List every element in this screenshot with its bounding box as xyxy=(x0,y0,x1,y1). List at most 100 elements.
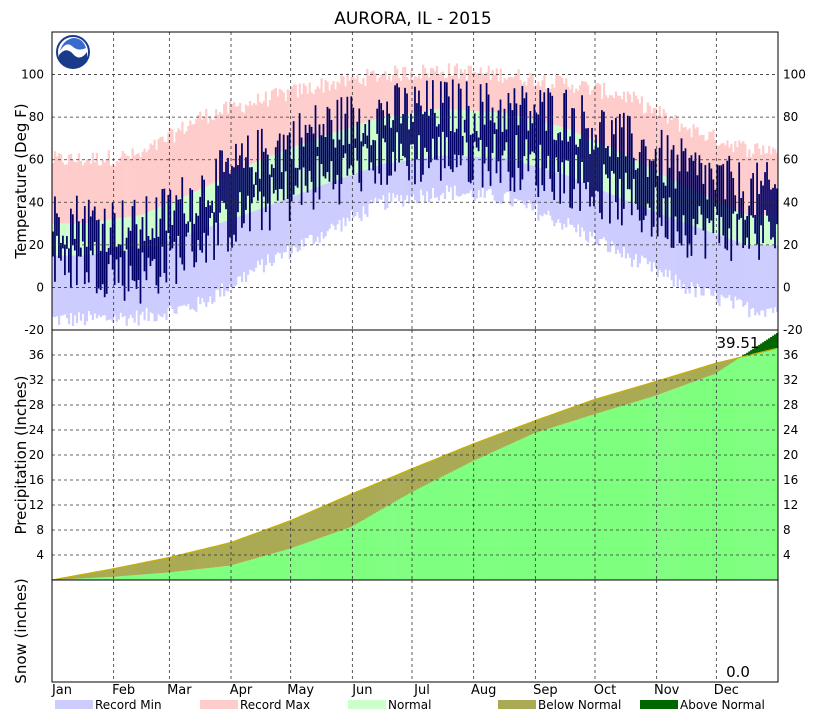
precipitation-tick-label: 28 xyxy=(29,398,44,412)
observed-temperature-bar xyxy=(362,133,364,146)
observed-temperature-bar xyxy=(237,165,239,212)
observed-temperature-bar xyxy=(376,109,378,134)
precipitation-tick-label: 16 xyxy=(783,473,798,487)
observed-temperature-bar xyxy=(203,180,205,233)
record-min-bar xyxy=(547,170,549,211)
record-min-bar xyxy=(400,161,402,195)
below-normal-bar xyxy=(593,399,595,414)
observed-temperature-bar xyxy=(748,206,750,249)
record-min-bar xyxy=(277,202,279,252)
observed-temperature-bar xyxy=(464,120,466,133)
observed-temperature-bar xyxy=(82,219,84,242)
record-min-bar xyxy=(271,204,273,266)
below-normal-bar xyxy=(601,397,603,412)
observed-temperature-bar xyxy=(110,227,112,254)
precipitation-tick-label: 32 xyxy=(783,373,798,387)
temperature-tick-label: 100 xyxy=(21,68,44,82)
observed-temperature-bar xyxy=(289,132,291,221)
record-min-bar xyxy=(297,194,299,251)
record-min-bar xyxy=(607,193,609,252)
record-max-bar xyxy=(273,89,275,155)
record-min-bar xyxy=(245,214,247,282)
record-max-bar xyxy=(597,83,599,143)
precip-observed-bar xyxy=(679,387,681,580)
precip-observed-bar xyxy=(601,412,603,580)
record-min-bar xyxy=(480,157,482,197)
below-normal-bar xyxy=(698,368,700,380)
record-min-bar xyxy=(207,227,209,302)
precipitation-bars xyxy=(52,333,778,580)
record-min-bar xyxy=(56,256,58,317)
below-normal-bar xyxy=(358,490,360,522)
observed-temperature-bar xyxy=(591,128,593,197)
observed-temperature-bar xyxy=(456,129,458,168)
precip-observed-bar xyxy=(643,399,645,580)
record-max-bar xyxy=(374,73,376,119)
normal-range-bar xyxy=(764,215,766,245)
record-max-bar xyxy=(492,70,494,112)
observed-temperature-bar xyxy=(597,147,599,191)
observed-temperature-bar xyxy=(551,96,553,192)
record-min-bar xyxy=(515,161,517,199)
observed-temperature-bar xyxy=(683,151,685,215)
observed-temperature-bar xyxy=(193,224,195,267)
record-max-bar xyxy=(185,131,187,195)
observed-temperature-bar xyxy=(136,224,138,289)
record-max-bar xyxy=(165,142,167,204)
observed-temperature-bar xyxy=(732,178,734,214)
precip-observed-bar xyxy=(239,563,241,580)
record-min-bar xyxy=(462,156,464,194)
precip-observed-bar xyxy=(382,509,384,580)
below-normal-bar xyxy=(181,554,183,571)
record-min-bar xyxy=(370,168,372,200)
below-normal-bar xyxy=(494,436,496,452)
precip-observed-bar xyxy=(687,384,689,580)
normal-range-bar xyxy=(575,133,577,179)
record-max-bar xyxy=(332,81,334,133)
precip-observed-bar xyxy=(762,352,764,580)
below-normal-bar xyxy=(422,464,424,487)
below-normal-bar xyxy=(446,454,448,474)
observed-temperature-bar xyxy=(714,190,716,207)
record-max-bar xyxy=(354,79,356,125)
record-min-bar xyxy=(283,200,285,253)
observed-temperature-bar xyxy=(183,213,185,270)
below-normal-bar xyxy=(388,478,390,505)
record-max-bar xyxy=(193,124,195,192)
precip-observed-bar xyxy=(311,541,313,580)
precip-observed-bar xyxy=(754,353,756,580)
below-normal-bar xyxy=(432,460,434,482)
observed-temperature-bar xyxy=(261,129,263,230)
precip-observed-bar xyxy=(669,391,671,580)
observed-temperature-bar xyxy=(335,148,337,184)
observed-temperature-bar xyxy=(227,158,229,252)
below-normal-bar xyxy=(102,571,104,578)
below-normal-bar xyxy=(147,562,149,575)
observed-temperature-bar xyxy=(384,125,386,142)
precip-observed-bar xyxy=(649,397,651,580)
observed-temperature-bar xyxy=(625,156,627,172)
below-normal-bar xyxy=(281,524,283,551)
precip-observed-bar xyxy=(223,566,225,580)
below-normal-bar xyxy=(163,558,165,573)
observed-temperature-bar xyxy=(160,219,162,277)
below-normal-bar xyxy=(396,475,398,501)
record-max-bar xyxy=(223,104,225,178)
observed-temperature-bar xyxy=(368,120,370,171)
below-normal-bar xyxy=(615,393,617,408)
below-normal-bar xyxy=(484,439,486,456)
below-normal-bar xyxy=(515,427,517,441)
precip-observed-bar xyxy=(209,568,211,580)
precip-observed-bar xyxy=(625,405,627,580)
observed-temperature-bar xyxy=(410,114,412,145)
precip-observed-bar xyxy=(173,572,175,580)
below-normal-bar xyxy=(563,410,565,424)
record-max-bar xyxy=(368,75,370,121)
observed-temperature-bar xyxy=(241,143,243,227)
record-max-bar xyxy=(422,65,424,112)
observed-temperature-bar xyxy=(522,86,524,179)
observed-temperature-bar xyxy=(213,212,215,260)
below-normal-bar xyxy=(663,379,665,393)
below-normal-bar xyxy=(458,449,460,468)
precip-observed-bar xyxy=(681,386,683,580)
